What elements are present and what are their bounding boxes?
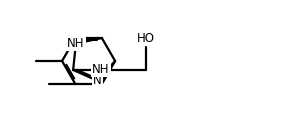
Text: NH: NH <box>92 63 110 76</box>
Text: HO: HO <box>137 32 155 45</box>
Text: NH: NH <box>67 37 85 50</box>
Text: N: N <box>93 74 102 87</box>
